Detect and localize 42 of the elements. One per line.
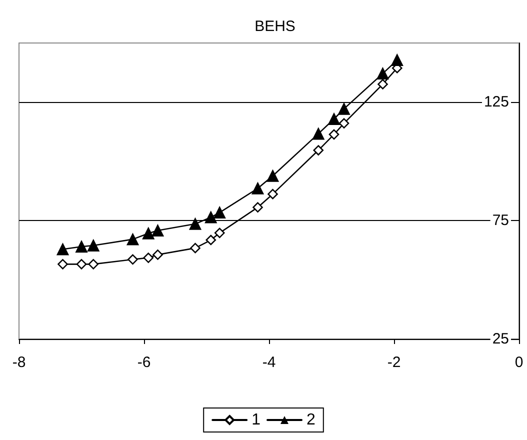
x-tick-label: -4 (262, 354, 276, 371)
x-tick-label: 0 (514, 354, 524, 371)
point (252, 182, 264, 194)
point (313, 145, 324, 156)
point (378, 79, 388, 90)
point (214, 228, 225, 238)
point (376, 68, 389, 80)
x-tick-label: -8 (12, 354, 26, 371)
x-tick-label: -2 (387, 354, 401, 371)
point (312, 128, 324, 140)
point (189, 218, 202, 230)
point (152, 224, 164, 237)
y-tick-label: 75 (492, 212, 509, 230)
point (76, 240, 88, 253)
point (252, 202, 263, 212)
point (204, 211, 217, 224)
point (56, 243, 69, 256)
legend-label: 2 (306, 412, 316, 428)
chart-title: BEHS (254, 18, 296, 35)
point (87, 239, 100, 252)
point (126, 233, 139, 246)
point (214, 206, 226, 219)
point (58, 259, 68, 270)
point (266, 170, 279, 182)
point (328, 129, 340, 140)
point (142, 227, 154, 240)
point (76, 259, 87, 270)
point (206, 234, 216, 246)
point (338, 102, 350, 115)
y-tick-label: 25 (492, 330, 509, 348)
legend-label: 1 (252, 412, 261, 428)
point (152, 250, 163, 260)
point (268, 188, 278, 200)
point (391, 54, 404, 66)
x-tick-label: -6 (137, 354, 151, 371)
point (328, 113, 340, 126)
point (338, 118, 350, 128)
point (190, 242, 200, 254)
point (128, 254, 138, 265)
point (143, 252, 154, 263)
point (88, 259, 99, 270)
y-tick-label: 125 (484, 94, 509, 111)
